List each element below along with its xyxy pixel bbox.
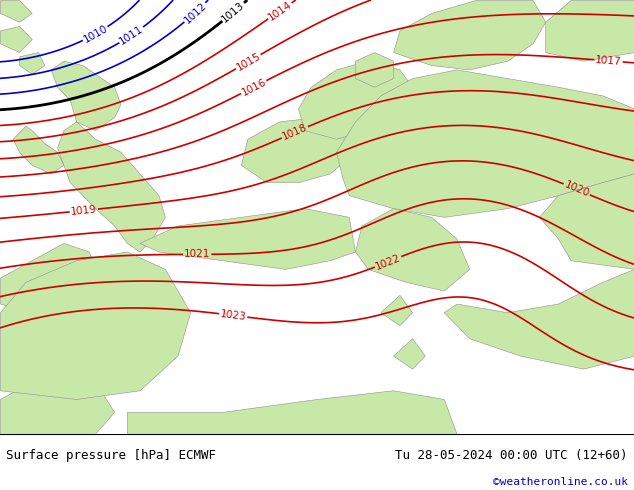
- Text: 1023: 1023: [219, 309, 247, 322]
- Text: 1022: 1022: [374, 252, 402, 271]
- Text: 1014: 1014: [266, 0, 294, 23]
- Text: ©weatheronline.co.uk: ©weatheronline.co.uk: [493, 477, 628, 487]
- Text: Tu 28-05-2024 00:00 UTC (12+60): Tu 28-05-2024 00:00 UTC (12+60): [395, 448, 628, 462]
- Text: 1010: 1010: [82, 23, 109, 45]
- Text: 1020: 1020: [563, 180, 591, 199]
- Text: 1018: 1018: [281, 122, 309, 142]
- Text: 1016: 1016: [240, 76, 268, 98]
- Text: 1012: 1012: [182, 0, 208, 25]
- Text: 1017: 1017: [595, 55, 622, 67]
- Text: Surface pressure [hPa] ECMWF: Surface pressure [hPa] ECMWF: [6, 448, 216, 462]
- Text: 1021: 1021: [184, 249, 210, 259]
- Text: 1011: 1011: [118, 24, 145, 47]
- Text: 1015: 1015: [235, 51, 262, 73]
- Text: 1013: 1013: [220, 0, 247, 24]
- Text: 1019: 1019: [70, 204, 98, 217]
